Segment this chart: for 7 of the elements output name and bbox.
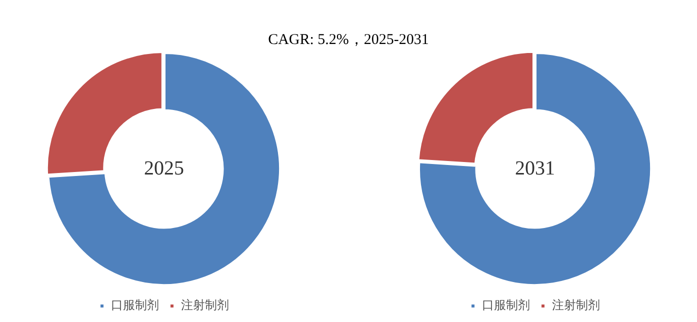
- text: 2031: [515, 157, 555, 180]
- text: 2025: [144, 157, 184, 180]
- legend-label: 注射制剂: [552, 298, 600, 312]
- legend-label: 注射制剂: [181, 298, 229, 312]
- legend-label: 口服制剂: [482, 298, 530, 312]
- text: CAGR: 5.2%，2025-2031: [267, 31, 430, 49]
- legend-label: 口服制剂: [111, 298, 159, 312]
